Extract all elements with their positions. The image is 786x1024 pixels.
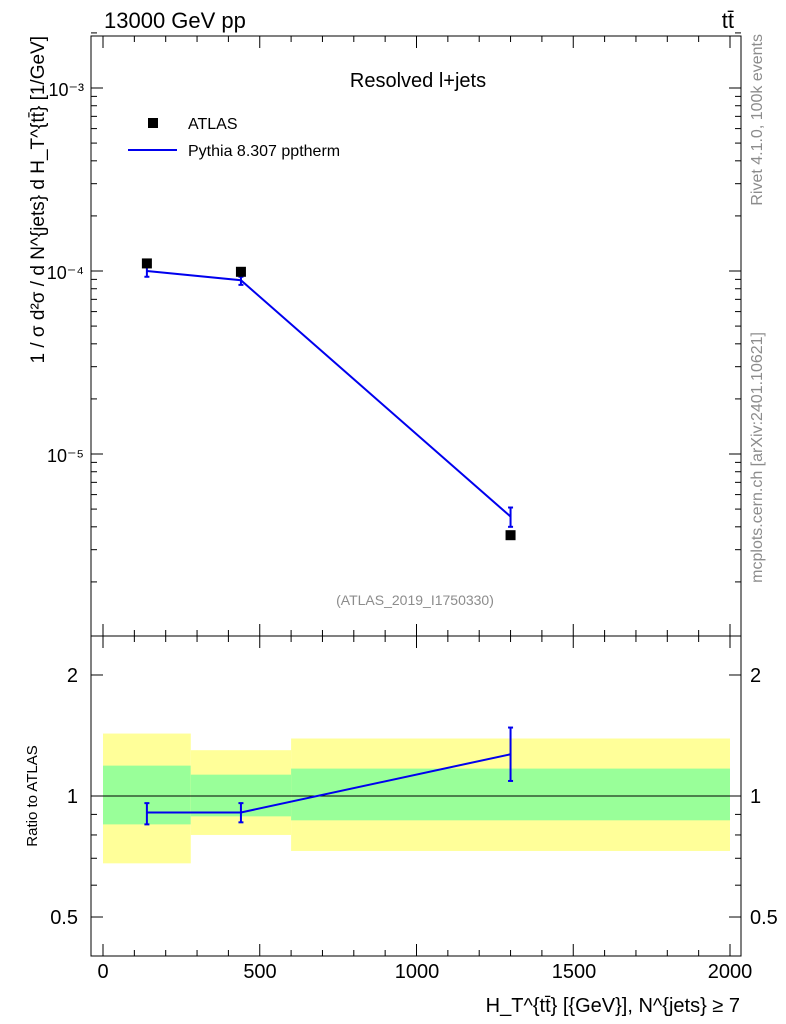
main-ytick-label: 10⁻³ <box>48 80 84 100</box>
main-title: Resolved l+jets <box>350 70 486 92</box>
rivet-version-label: Rivet 4.1.0, 100k events <box>749 34 766 206</box>
atlas-data-point <box>235 266 246 277</box>
xtick-label: 1500 <box>552 961 597 983</box>
legend-pythia-label: Pythia 8.307 pptherm <box>188 143 340 160</box>
xtick-label: 0 <box>97 961 108 983</box>
legend: ATLAS Pythia 8.307 pptherm <box>128 116 340 160</box>
atlas-data-point <box>141 258 152 269</box>
legend-atlas-label: ATLAS <box>188 116 238 133</box>
main-ytick-label: 10⁻⁴ <box>47 263 84 283</box>
ratio-ytick-label-right: 1 <box>750 786 761 808</box>
ratio-panel: Ratio to ATLAS 2 1 0.5 2 1 0.5 0 500 100… <box>24 635 778 1017</box>
x-tick-labels: 0 500 1000 1500 2000 <box>97 961 752 983</box>
mcplots-label: mcplots.cern.ch [arXiv:2401.10621] <box>749 332 766 583</box>
legend-atlas-marker <box>148 118 158 128</box>
pythia-line <box>146 270 512 518</box>
ratio-y-axis-label: Ratio to ATLAS <box>24 745 41 846</box>
analysis-watermark: (ATLAS_2019_I1750330) <box>336 592 494 608</box>
main-ytick-label: 10⁻⁵ <box>47 446 84 466</box>
ratio-ytick-label-right: 2 <box>750 665 761 687</box>
xtick-label: 2000 <box>708 961 753 983</box>
ratio-y-tick-labels-left: 2 1 0.5 <box>50 665 78 929</box>
main-panel: Resolved l+jets (ATLAS_2019_I1750330) 1 … <box>28 32 742 637</box>
header-energy-label: 13000 GeV pp <box>104 8 246 33</box>
ratio-ytick-label-right: 0.5 <box>750 907 778 929</box>
main-y-tick-labels: 10⁻³ 10⁻⁴ 10⁻⁵ <box>47 80 84 466</box>
xtick-label: 500 <box>243 961 276 983</box>
x-axis-label: H_T^{tt̄} [{GeV}], N^{jets} ≥ 7 <box>486 995 740 1017</box>
atlas-data-point <box>505 530 516 541</box>
main-y-axis-label: 1 / σ d²σ / d N^{jets} d H_T^{tt̄} [1/Ge… <box>28 36 49 364</box>
header-process-label: tt̄ <box>722 8 734 33</box>
xtick-label: 1000 <box>395 961 440 983</box>
ratio-ytick-label: 0.5 <box>50 907 78 929</box>
ratio-ytick-label: 1 <box>67 786 78 808</box>
ratio-y-tick-labels-right: 2 1 0.5 <box>750 665 778 929</box>
ratio-ytick-label: 2 <box>67 665 78 687</box>
